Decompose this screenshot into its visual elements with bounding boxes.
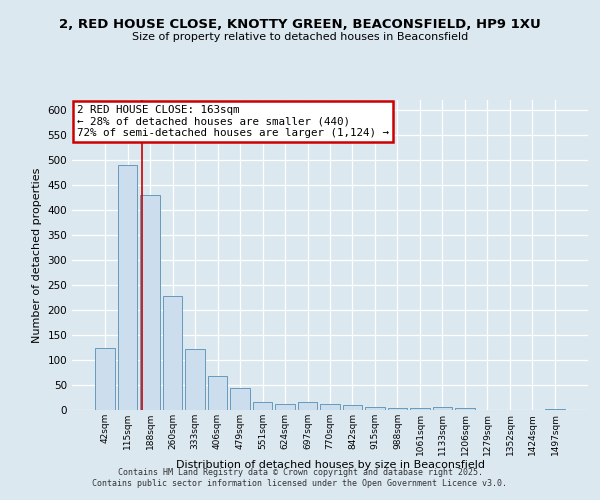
Bar [118,165,137,410]
Bar [455,408,475,410]
Bar [208,376,227,410]
Bar [253,402,272,410]
Bar [365,407,385,410]
Bar [275,404,295,410]
Bar [388,408,407,410]
Bar [140,195,160,410]
Bar [545,408,565,410]
Text: 2, RED HOUSE CLOSE, KNOTTY GREEN, BEACONSFIELD, HP9 1XU: 2, RED HOUSE CLOSE, KNOTTY GREEN, BEACON… [59,18,541,30]
Text: Contains HM Land Registry data © Crown copyright and database right 2025.
Contai: Contains HM Land Registry data © Crown c… [92,468,508,487]
Bar [95,348,115,410]
Bar [320,404,340,410]
Text: 2 RED HOUSE CLOSE: 163sqm
← 28% of detached houses are smaller (440)
72% of semi: 2 RED HOUSE CLOSE: 163sqm ← 28% of detac… [77,104,389,138]
Bar [298,402,317,410]
Bar [343,405,362,410]
X-axis label: Distribution of detached houses by size in Beaconsfield: Distribution of detached houses by size … [176,460,485,470]
Bar [433,407,452,410]
Text: Size of property relative to detached houses in Beaconsfield: Size of property relative to detached ho… [132,32,468,42]
Y-axis label: Number of detached properties: Number of detached properties [32,168,42,342]
Bar [410,408,430,410]
Bar [230,388,250,410]
Bar [185,349,205,410]
Bar [163,296,182,410]
